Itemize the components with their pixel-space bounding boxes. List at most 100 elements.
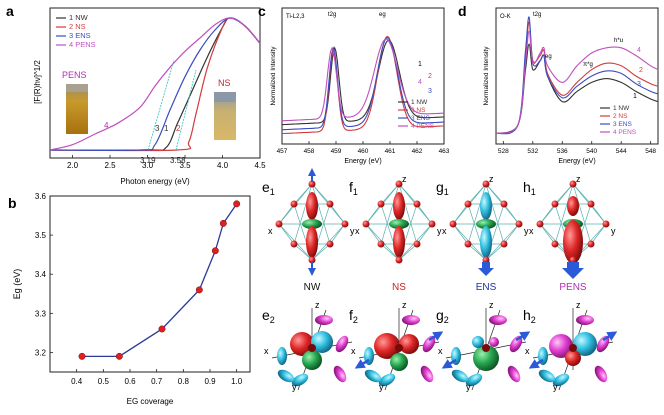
orbital-lobe-large [290, 332, 314, 356]
axis-label-y: y [524, 226, 529, 236]
legend-entry-1: 1 NW [411, 99, 428, 106]
orbital-lobe [277, 369, 295, 383]
axis-label-y: y [466, 382, 471, 392]
series-line-1 [495, 43, 659, 135]
x-tick-label: 463 [439, 148, 450, 155]
y-axis-label-a: [F(R)hν]^1/2 [33, 60, 42, 104]
series-line [82, 203, 238, 358]
panel-label-d: d [458, 3, 467, 19]
curve-label-c-4: 4 [418, 79, 422, 86]
peak-label-hu-d: h*u [614, 38, 623, 44]
curve-label-3: 3 [155, 124, 160, 133]
oxygen-atom [308, 256, 316, 264]
inset-ns: NS [214, 78, 236, 140]
inner-label-c: Ti-L2,3 [286, 14, 305, 20]
model-name: NS [392, 282, 406, 293]
series-line-4 [495, 30, 659, 135]
x-tick-label: 3.5 [179, 161, 191, 170]
curve-label-d-1: 1 [633, 93, 637, 100]
oxygen-atom [428, 220, 436, 228]
octa-edge [485, 243, 505, 261]
orbital-lobe-large [489, 337, 499, 347]
dipole-arrow [528, 358, 544, 369]
axis-label-x: x [268, 226, 273, 236]
peak-label-eg-d: eg [545, 54, 552, 60]
orbital-cluster-2: f2 x y z [349, 300, 444, 392]
octa-edge [398, 243, 418, 261]
dipole-arrow [441, 358, 457, 369]
orbital-lobe-lower [393, 226, 405, 258]
oxygen-atom [464, 240, 472, 248]
panel-a: a 2.0 2.5 3.0 3.5 4.0 4.5 PENS NS 4 3 1 2 3.1… [6, 3, 266, 186]
x-tick-label: 1.0 [231, 377, 243, 386]
data-point-3 [158, 325, 166, 333]
series-line-3 [495, 16, 659, 135]
orbital-torus [302, 219, 322, 229]
series-line-4 [281, 38, 445, 122]
orbital-lobe-large [473, 345, 499, 371]
axis-label-x: x [529, 226, 534, 236]
data-point-2 [115, 352, 123, 360]
model-label: g2 [436, 307, 449, 325]
orbital-lobe [451, 369, 469, 383]
oxygen-atom [290, 240, 298, 248]
x-tick-label: 544 [616, 148, 627, 155]
curve-label-c-3: 3 [428, 88, 432, 95]
metal-atom [482, 344, 490, 352]
orbital-lobe [420, 365, 434, 383]
orbital-lobe-large [311, 331, 333, 353]
model-label: h2 [523, 307, 536, 325]
axis-label-z: z [576, 174, 581, 184]
orbital-lobe-large [302, 350, 322, 370]
y-tick-label: 3.6 [35, 192, 47, 201]
series-line-2 [281, 35, 445, 135]
peak-label-t2g-d: t2g [533, 12, 541, 18]
axis-label-x: x [438, 346, 443, 356]
oxygen-atom [587, 240, 595, 248]
model-label: e2 [262, 307, 275, 325]
orbital-lobe [465, 373, 483, 387]
axis-label-x: x [525, 346, 530, 356]
orbital-torus [476, 219, 496, 229]
oxygen-atom [482, 256, 490, 264]
oxygen-atom [500, 200, 508, 208]
orbital-lobe-upper [306, 192, 318, 220]
axis-label-z: z [402, 174, 407, 184]
oxygen-atom [326, 200, 334, 208]
model-label: g1 [436, 179, 449, 197]
x-tick-label: 0.4 [71, 377, 83, 386]
octa-edge [293, 183, 313, 205]
orbital-lobe [333, 365, 347, 383]
octahedron-nw: e1 x y NW [262, 168, 355, 293]
orbital-lobe-upper [393, 192, 405, 220]
orbital-lobe-large [573, 332, 597, 356]
dipole-arrow [478, 262, 494, 276]
octa-edge [590, 223, 607, 245]
model-label: e1 [262, 179, 275, 197]
oxygen-atom [377, 200, 385, 208]
axis-label-y: y [437, 226, 442, 236]
octa-edge [452, 223, 469, 245]
inner-label-d: O-K [500, 14, 511, 20]
series-lines-c [281, 35, 445, 135]
y-tick-label: 3.5 [35, 231, 47, 240]
oxygen-atom [395, 180, 403, 188]
series-line-1 [282, 39, 444, 126]
metal-atom [569, 344, 577, 352]
curve-label-d-2: 2 [639, 67, 643, 74]
octa-edge [293, 243, 313, 261]
x-tick-label: 548 [645, 148, 656, 155]
orbital-lobe [422, 335, 436, 353]
panel-label-a: a [6, 3, 14, 19]
oxygen-atom [395, 256, 403, 264]
curve-label-c-2: 2 [428, 73, 432, 80]
octa-edge [365, 223, 382, 245]
oxygen-atom [362, 220, 370, 228]
axis-label-z: z [315, 300, 320, 310]
octa-edge [329, 223, 346, 245]
plot-frame-d [495, 7, 659, 145]
ticks-b: 0.4 0.5 0.6 0.7 0.8 0.9 1.0 3.2 3.3 3.4 3.5 3.6 [35, 192, 243, 386]
panel-d: d O-K 528 532 536 540 544 548 t2g eg π*g h*u … [458, 3, 659, 165]
